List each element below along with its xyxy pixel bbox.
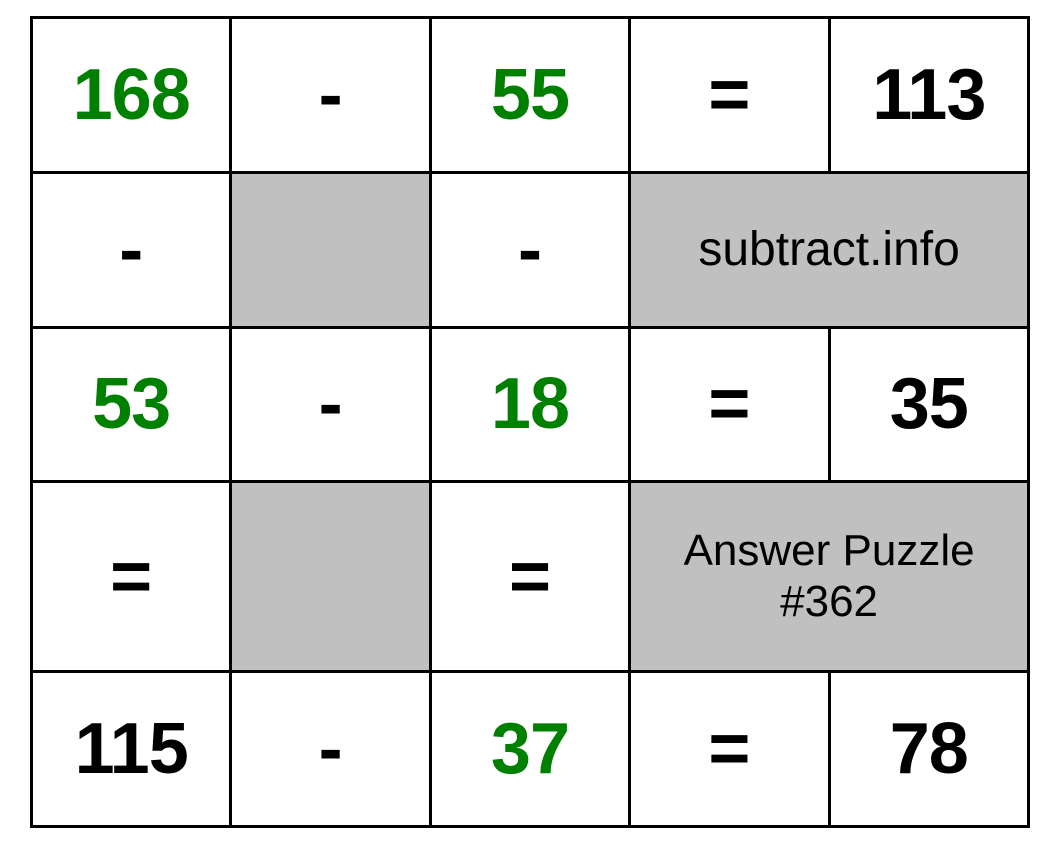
cell-r2-blank [231, 172, 430, 327]
cell-r5-a: 115 [32, 672, 231, 827]
subtraction-puzzle-grid: 168 - 55 = 113 - - subtract.info 53 - 18… [30, 16, 1030, 828]
cell-r4-blank [231, 482, 430, 672]
site-label: subtract.info [698, 223, 959, 276]
operator: - [319, 55, 343, 135]
operator: - [119, 210, 143, 290]
cell-r3-eq: = [630, 327, 829, 482]
cell-r1-b: 55 [430, 18, 629, 173]
cell-r3-a: 53 [32, 327, 231, 482]
cell-r5-eq: = [630, 672, 829, 827]
equals: = [708, 709, 750, 789]
cell-r5-c: 78 [829, 672, 1028, 827]
equals: = [110, 537, 152, 617]
value: 35 [890, 364, 968, 444]
cell-r3-c: 35 [829, 327, 1028, 482]
cell-r4-eq1: = [32, 482, 231, 672]
answer-label-line1: Answer Puzzle [631, 526, 1027, 577]
table-row: - - subtract.info [32, 172, 1029, 327]
puzzle-container: 168 - 55 = 113 - - subtract.info 53 - 18… [0, 0, 1060, 844]
value: 168 [73, 55, 190, 135]
table-row: 53 - 18 = 35 [32, 327, 1029, 482]
cell-r1-eq: = [630, 18, 829, 173]
cell-r4-eq2: = [430, 482, 629, 672]
operator: - [518, 210, 542, 290]
cell-r5-b: 37 [430, 672, 629, 827]
cell-r5-op: - [231, 672, 430, 827]
equals: = [708, 364, 750, 444]
value: 18 [491, 364, 569, 444]
cell-r3-b: 18 [430, 327, 629, 482]
value: 55 [491, 55, 569, 135]
cell-r2-op1: - [32, 172, 231, 327]
value: 37 [491, 709, 569, 789]
equals: = [509, 537, 551, 617]
value: 115 [75, 709, 188, 789]
table-row: = = Answer Puzzle #362 [32, 482, 1029, 672]
value: 53 [92, 364, 170, 444]
cell-r3-op: - [231, 327, 430, 482]
value: 78 [890, 709, 968, 789]
value: 113 [872, 55, 985, 135]
cell-r1-op: - [231, 18, 430, 173]
table-row: 115 - 37 = 78 [32, 672, 1029, 827]
cell-r1-c: 113 [829, 18, 1028, 173]
cell-r1-a: 168 [32, 18, 231, 173]
cell-r2-site: subtract.info [630, 172, 1029, 327]
table-row: 168 - 55 = 113 [32, 18, 1029, 173]
answer-label-line2: #362 [631, 577, 1027, 628]
operator: - [319, 709, 343, 789]
equals: = [708, 55, 750, 135]
operator: - [319, 364, 343, 444]
cell-r2-op2: - [430, 172, 629, 327]
cell-r4-answer: Answer Puzzle #362 [630, 482, 1029, 672]
